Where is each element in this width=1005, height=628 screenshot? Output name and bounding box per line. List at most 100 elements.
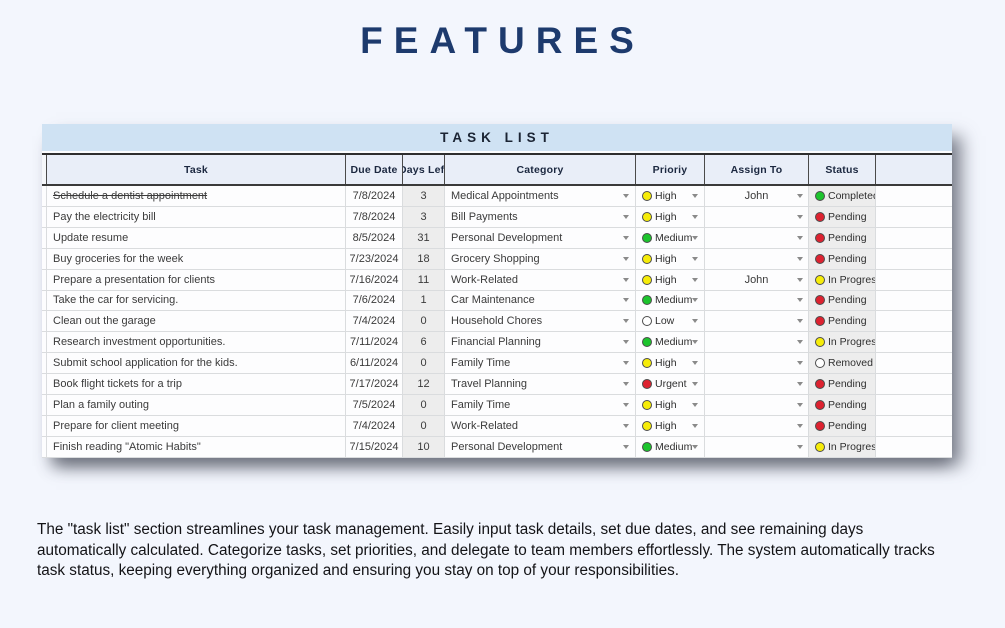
- priority-dropdown[interactable]: Medium: [636, 290, 705, 312]
- category-dropdown[interactable]: Grocery Shopping: [445, 248, 636, 270]
- task-cell[interactable]: Prepare for client meeting: [47, 415, 346, 437]
- due-date-cell[interactable]: 7/17/2024: [346, 374, 403, 396]
- dropdown-arrow-icon[interactable]: [623, 193, 629, 198]
- dropdown-arrow-icon[interactable]: [692, 256, 698, 261]
- due-date-cell[interactable]: 7/5/2024: [346, 395, 403, 416]
- dropdown-arrow-icon[interactable]: [692, 444, 699, 449]
- priority-dropdown[interactable]: Medium: [636, 227, 705, 249]
- dropdown-arrow-icon[interactable]: [692, 423, 698, 428]
- dropdown-arrow-icon[interactable]: [797, 235, 803, 240]
- dropdown-arrow-icon[interactable]: [623, 340, 629, 345]
- assign-to-dropdown[interactable]: [705, 374, 809, 396]
- assign-to-dropdown[interactable]: [705, 353, 809, 375]
- dropdown-arrow-icon[interactable]: [797, 340, 803, 345]
- category-dropdown[interactable]: Household Chores: [445, 311, 636, 333]
- task-cell[interactable]: Prepare a presentation for clients: [47, 269, 346, 291]
- assign-to-dropdown[interactable]: [705, 290, 809, 312]
- dropdown-arrow-icon[interactable]: [797, 214, 803, 219]
- due-date-cell[interactable]: 7/11/2024: [346, 332, 403, 354]
- task-cell[interactable]: Submit school application for the kids.: [47, 353, 346, 375]
- priority-dropdown[interactable]: High: [636, 353, 705, 375]
- dropdown-arrow-icon[interactable]: [692, 277, 698, 282]
- dropdown-arrow-icon[interactable]: [692, 319, 698, 324]
- dropdown-arrow-icon[interactable]: [797, 444, 803, 449]
- dropdown-arrow-icon[interactable]: [623, 298, 629, 303]
- due-date-cell[interactable]: 6/11/2024: [346, 353, 403, 375]
- dropdown-arrow-icon[interactable]: [797, 319, 803, 324]
- dropdown-arrow-icon[interactable]: [623, 382, 629, 387]
- priority-dropdown[interactable]: Medium: [636, 436, 705, 458]
- priority-dropdown[interactable]: High: [636, 206, 705, 228]
- priority-dropdown[interactable]: Medium: [636, 332, 705, 354]
- due-date-cell[interactable]: 7/8/2024: [346, 206, 403, 228]
- dropdown-arrow-icon[interactable]: [692, 340, 699, 345]
- category-dropdown[interactable]: Bill Payments: [445, 206, 636, 228]
- assign-to-dropdown[interactable]: [705, 248, 809, 270]
- category-dropdown[interactable]: Work-Related: [445, 415, 636, 437]
- assign-to-dropdown[interactable]: [705, 227, 809, 249]
- category-dropdown[interactable]: Family Time: [445, 353, 636, 375]
- due-date-cell[interactable]: 7/4/2024: [346, 415, 403, 437]
- category-dropdown[interactable]: Financial Planning: [445, 332, 636, 354]
- assign-to-dropdown[interactable]: [705, 332, 809, 354]
- dropdown-arrow-icon[interactable]: [623, 214, 629, 219]
- due-date-cell[interactable]: 7/4/2024: [346, 311, 403, 333]
- category-dropdown[interactable]: Personal Development: [445, 227, 636, 249]
- dropdown-arrow-icon[interactable]: [692, 403, 698, 408]
- dropdown-arrow-icon[interactable]: [692, 382, 698, 387]
- task-cell[interactable]: Buy groceries for the week: [47, 248, 346, 270]
- dropdown-arrow-icon[interactable]: [692, 361, 698, 366]
- priority-dropdown[interactable]: Urgent: [636, 374, 705, 396]
- assign-to-dropdown[interactable]: [705, 311, 809, 333]
- dropdown-arrow-icon[interactable]: [623, 277, 629, 282]
- task-cell[interactable]: Update resume: [47, 227, 346, 249]
- dropdown-arrow-icon[interactable]: [797, 277, 803, 282]
- dropdown-arrow-icon[interactable]: [623, 256, 629, 261]
- task-cell[interactable]: Schedule a dentist appointment: [47, 186, 346, 207]
- priority-dropdown[interactable]: High: [636, 269, 705, 291]
- priority-dropdown[interactable]: High: [636, 186, 705, 207]
- task-cell[interactable]: Take the car for servicing.: [47, 290, 346, 312]
- task-cell[interactable]: Research investment opportunities.: [47, 332, 346, 354]
- dropdown-arrow-icon[interactable]: [797, 382, 803, 387]
- category-dropdown[interactable]: Personal Development: [445, 436, 636, 458]
- assign-to-dropdown[interactable]: [705, 436, 809, 458]
- category-dropdown[interactable]: Work-Related: [445, 269, 636, 291]
- task-cell[interactable]: Clean out the garage: [47, 311, 346, 333]
- dropdown-arrow-icon[interactable]: [623, 423, 629, 428]
- dropdown-arrow-icon[interactable]: [797, 193, 803, 198]
- dropdown-arrow-icon[interactable]: [797, 403, 803, 408]
- due-date-cell[interactable]: 7/6/2024: [346, 290, 403, 312]
- dropdown-arrow-icon[interactable]: [623, 361, 629, 366]
- category-dropdown[interactable]: Medical Appointments: [445, 186, 636, 207]
- task-cell[interactable]: Finish reading "Atomic Habits": [47, 436, 346, 458]
- dropdown-arrow-icon[interactable]: [623, 235, 629, 240]
- assign-to-dropdown[interactable]: John: [705, 269, 809, 291]
- dropdown-arrow-icon[interactable]: [623, 319, 629, 324]
- priority-dropdown[interactable]: High: [636, 395, 705, 416]
- category-dropdown[interactable]: Family Time: [445, 395, 636, 416]
- due-date-cell[interactable]: 8/5/2024: [346, 227, 403, 249]
- dropdown-arrow-icon[interactable]: [623, 444, 629, 449]
- dropdown-arrow-icon[interactable]: [797, 256, 803, 261]
- category-dropdown[interactable]: Car Maintenance: [445, 290, 636, 312]
- assign-to-dropdown[interactable]: [705, 206, 809, 228]
- category-dropdown[interactable]: Travel Planning: [445, 374, 636, 396]
- assign-to-dropdown[interactable]: [705, 415, 809, 437]
- priority-dropdown[interactable]: High: [636, 248, 705, 270]
- priority-dropdown[interactable]: Low: [636, 311, 705, 333]
- assign-to-dropdown[interactable]: John: [705, 186, 809, 207]
- dropdown-arrow-icon[interactable]: [692, 235, 699, 240]
- due-date-cell[interactable]: 7/15/2024: [346, 436, 403, 458]
- dropdown-arrow-icon[interactable]: [692, 214, 698, 219]
- due-date-cell[interactable]: 7/23/2024: [346, 248, 403, 270]
- due-date-cell[interactable]: 7/8/2024: [346, 186, 403, 207]
- dropdown-arrow-icon[interactable]: [797, 361, 803, 366]
- task-cell[interactable]: Pay the electricity bill: [47, 206, 346, 228]
- dropdown-arrow-icon[interactable]: [692, 298, 699, 303]
- dropdown-arrow-icon[interactable]: [692, 193, 698, 198]
- dropdown-arrow-icon[interactable]: [797, 423, 803, 428]
- dropdown-arrow-icon[interactable]: [623, 403, 629, 408]
- priority-dropdown[interactable]: High: [636, 415, 705, 437]
- dropdown-arrow-icon[interactable]: [797, 298, 803, 303]
